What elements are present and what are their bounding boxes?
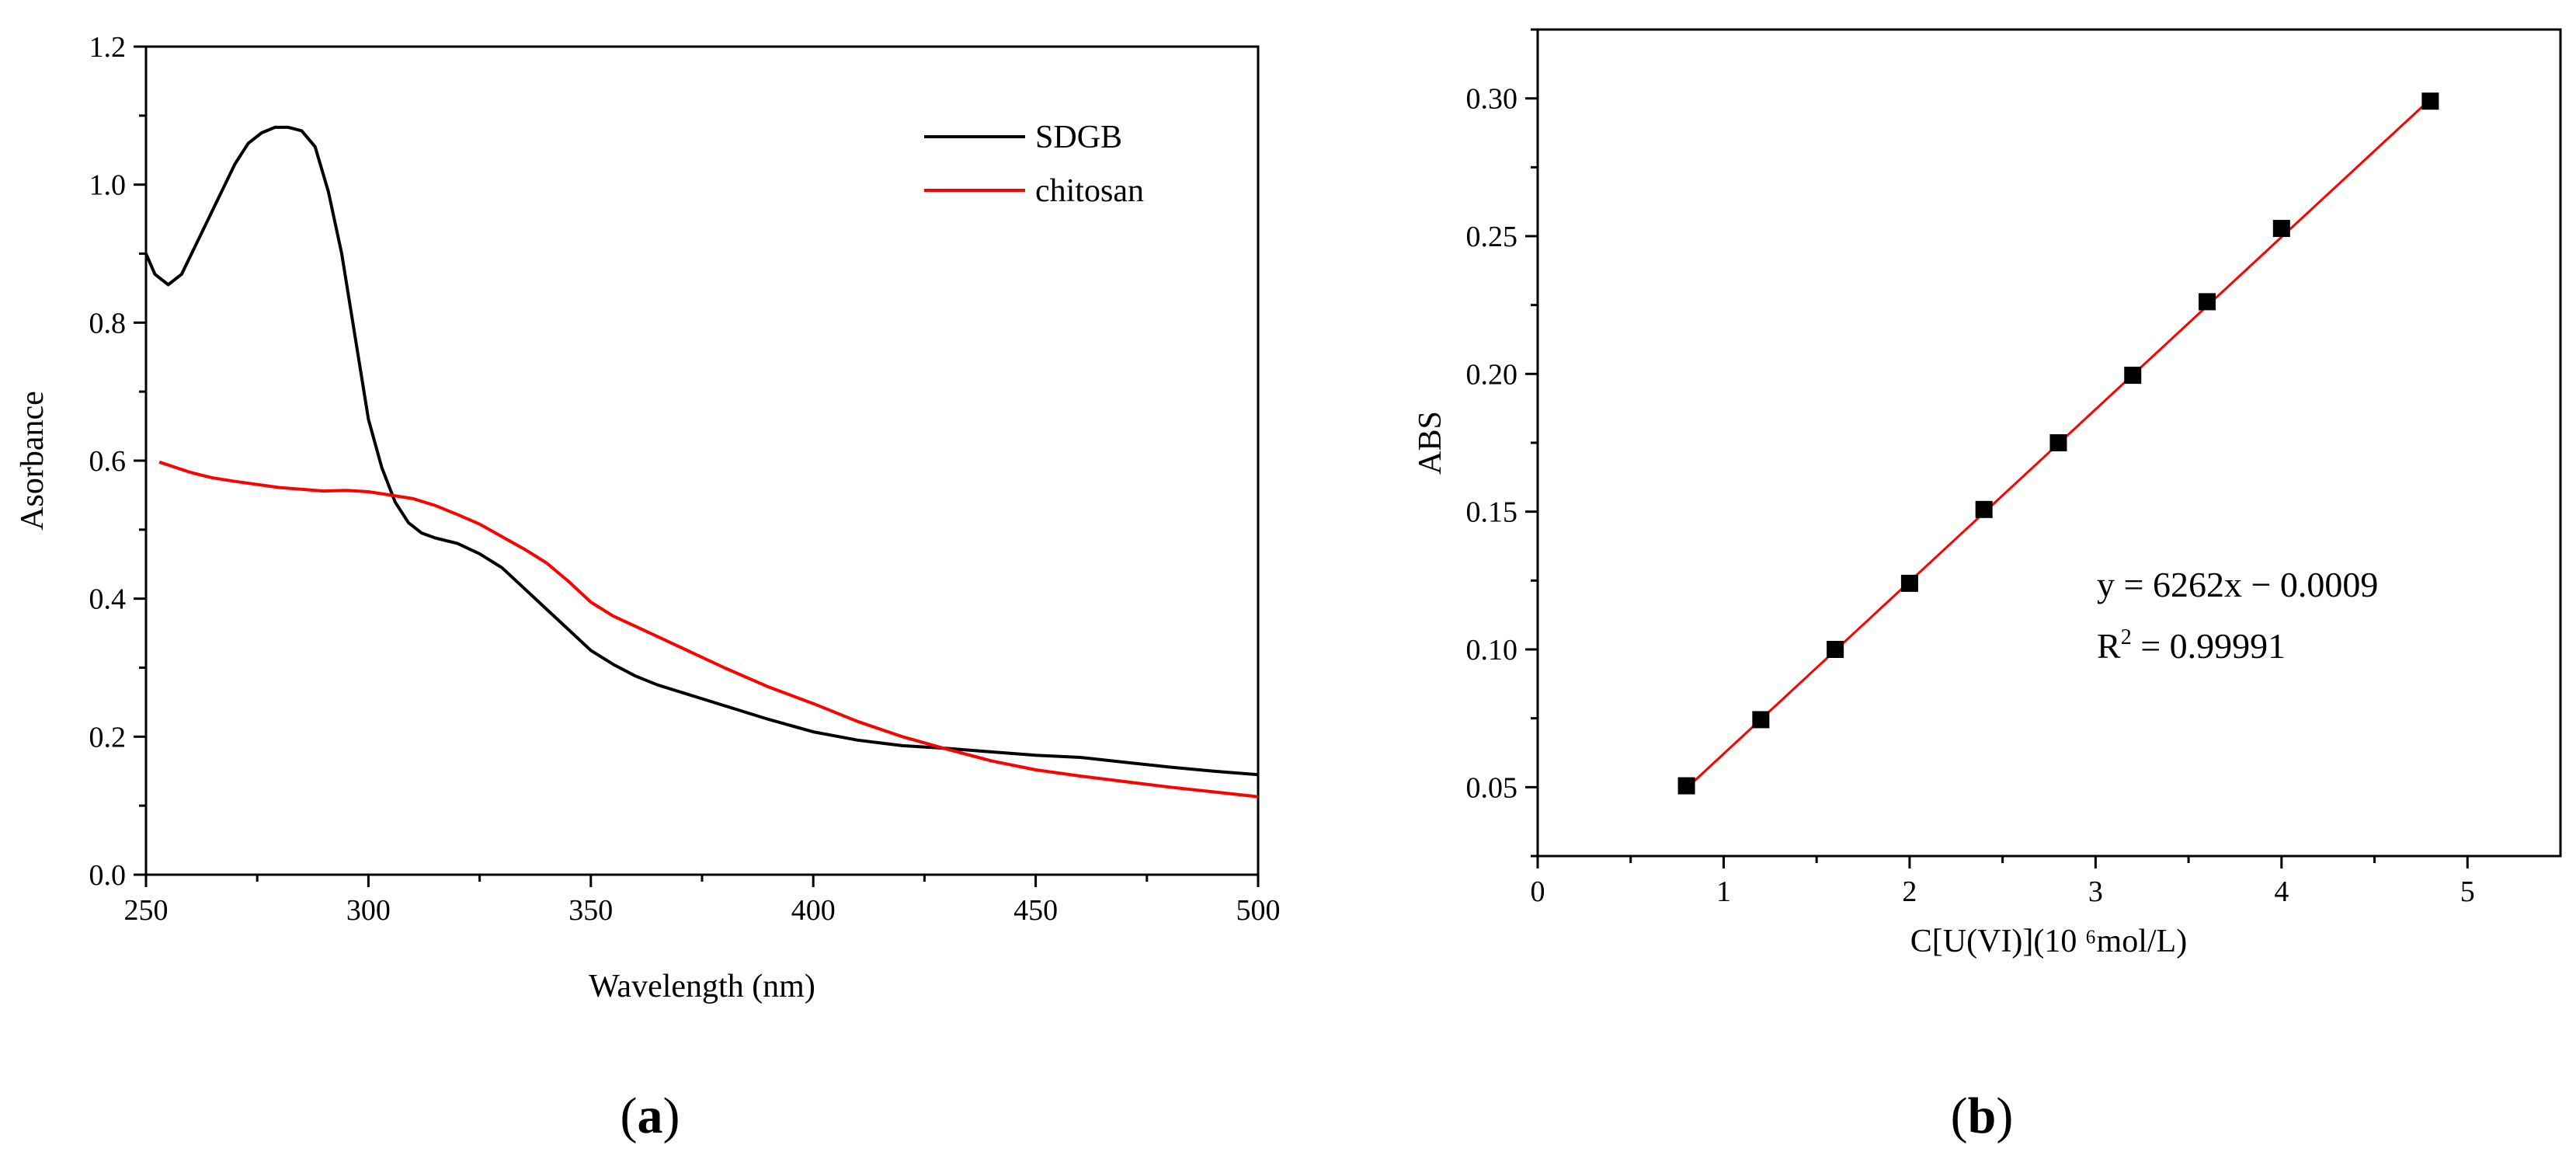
data-point — [2049, 434, 2067, 451]
y-axis-title-b: ABS — [1413, 411, 1448, 475]
data-point — [2272, 220, 2290, 238]
x-tick-label: 400 — [791, 894, 836, 927]
regression-annotation: y = 6262x − 0.0009 R2 = 0.99991 — [2097, 565, 2378, 666]
plot-frame-b — [1536, 28, 2562, 858]
y-tick-labels-a: 0.0 0.2 0.4 0.6 0.8 1.0 1.2 — [89, 31, 127, 892]
legend-label-sdgb: SDGB — [1035, 120, 1122, 155]
y-tick-label: 0.6 — [89, 445, 127, 478]
series-line-chitosan — [158, 460, 1259, 799]
panel-label-a: (a) — [621, 1088, 680, 1144]
y-tick-label: 0.0 — [89, 859, 127, 892]
x-tick-label: 1 — [1716, 875, 1731, 908]
r-squared-text: R2 = 0.99991 — [2097, 625, 2286, 666]
data-point — [1827, 641, 1844, 658]
x-tick-label: 500 — [1236, 894, 1281, 927]
y-tick-label: 0.2 — [89, 721, 127, 754]
data-points-b — [1677, 92, 2439, 795]
tick-marks-a — [134, 45, 1260, 887]
x-axis-title-b: C[U(VI)](10 ⁶mol/L) — [1910, 924, 2187, 959]
y-tick-label: 0.10 — [1466, 634, 1518, 667]
x-tick-label: 350 — [568, 894, 613, 927]
series-lines-a — [144, 125, 1259, 799]
x-tick-label: 450 — [1013, 894, 1058, 927]
x-tick-label: 0 — [1531, 875, 1545, 908]
tick-marks-b — [1525, 28, 2469, 868]
legend-a: SDGB chitosan — [924, 120, 1144, 209]
x-tick-label: 2 — [1902, 875, 1917, 908]
panel-a-chart: 250 300 350 400 450 500 0.0 0.2 0.4 0.6 0.8 1.0 1.2… — [15, 31, 1281, 1144]
y-tick-label: 0.8 — [89, 307, 127, 339]
y-tick-label: 0.25 — [1466, 221, 1518, 253]
x-axis-title-a: Wavelength (nm) — [589, 969, 815, 1004]
x-tick-labels-b: 0 1 2 3 4 5 — [1531, 875, 2475, 908]
legend-label-chitosan: chitosan — [1035, 173, 1144, 209]
x-tick-label: 5 — [2460, 875, 2475, 908]
series-line-SDGB — [144, 125, 1259, 777]
y-tick-labels-b: 0.05 0.10 0.15 0.20 0.25 0.30 — [1466, 83, 1518, 805]
y-tick-label: 1.0 — [89, 169, 127, 202]
data-point — [2421, 92, 2439, 110]
data-point — [1900, 574, 1918, 592]
data-point — [1975, 500, 1993, 518]
x-tick-labels-a: 250 300 350 400 450 500 — [124, 894, 1281, 927]
regression-equation: y = 6262x − 0.0009 — [2097, 565, 2378, 604]
y-tick-label: 0.05 — [1466, 771, 1518, 804]
y-tick-label: 0.20 — [1466, 358, 1518, 391]
y-axis-title-a: Asorbance — [15, 391, 50, 531]
data-point — [2199, 293, 2216, 311]
panel-b-chart: 0 1 2 3 4 5 0.05 0.10 0.15 0.20 0.25 0.30 C[U(VI)]… — [1413, 28, 2562, 1144]
data-point — [1752, 711, 1770, 729]
y-tick-label: 0.4 — [89, 583, 127, 616]
panel-label-b: (b) — [1951, 1088, 2014, 1144]
y-tick-label: 0.30 — [1466, 83, 1518, 116]
x-tick-label: 250 — [124, 894, 169, 927]
x-tick-label: 3 — [2088, 875, 2103, 908]
data-point — [1677, 777, 1695, 795]
data-point — [2124, 367, 2142, 385]
x-tick-label: 4 — [2274, 875, 2289, 908]
y-tick-label: 0.15 — [1466, 496, 1518, 529]
y-tick-label: 1.2 — [89, 31, 127, 64]
plot-frame-a — [144, 45, 1260, 876]
x-tick-label: 300 — [346, 894, 391, 927]
